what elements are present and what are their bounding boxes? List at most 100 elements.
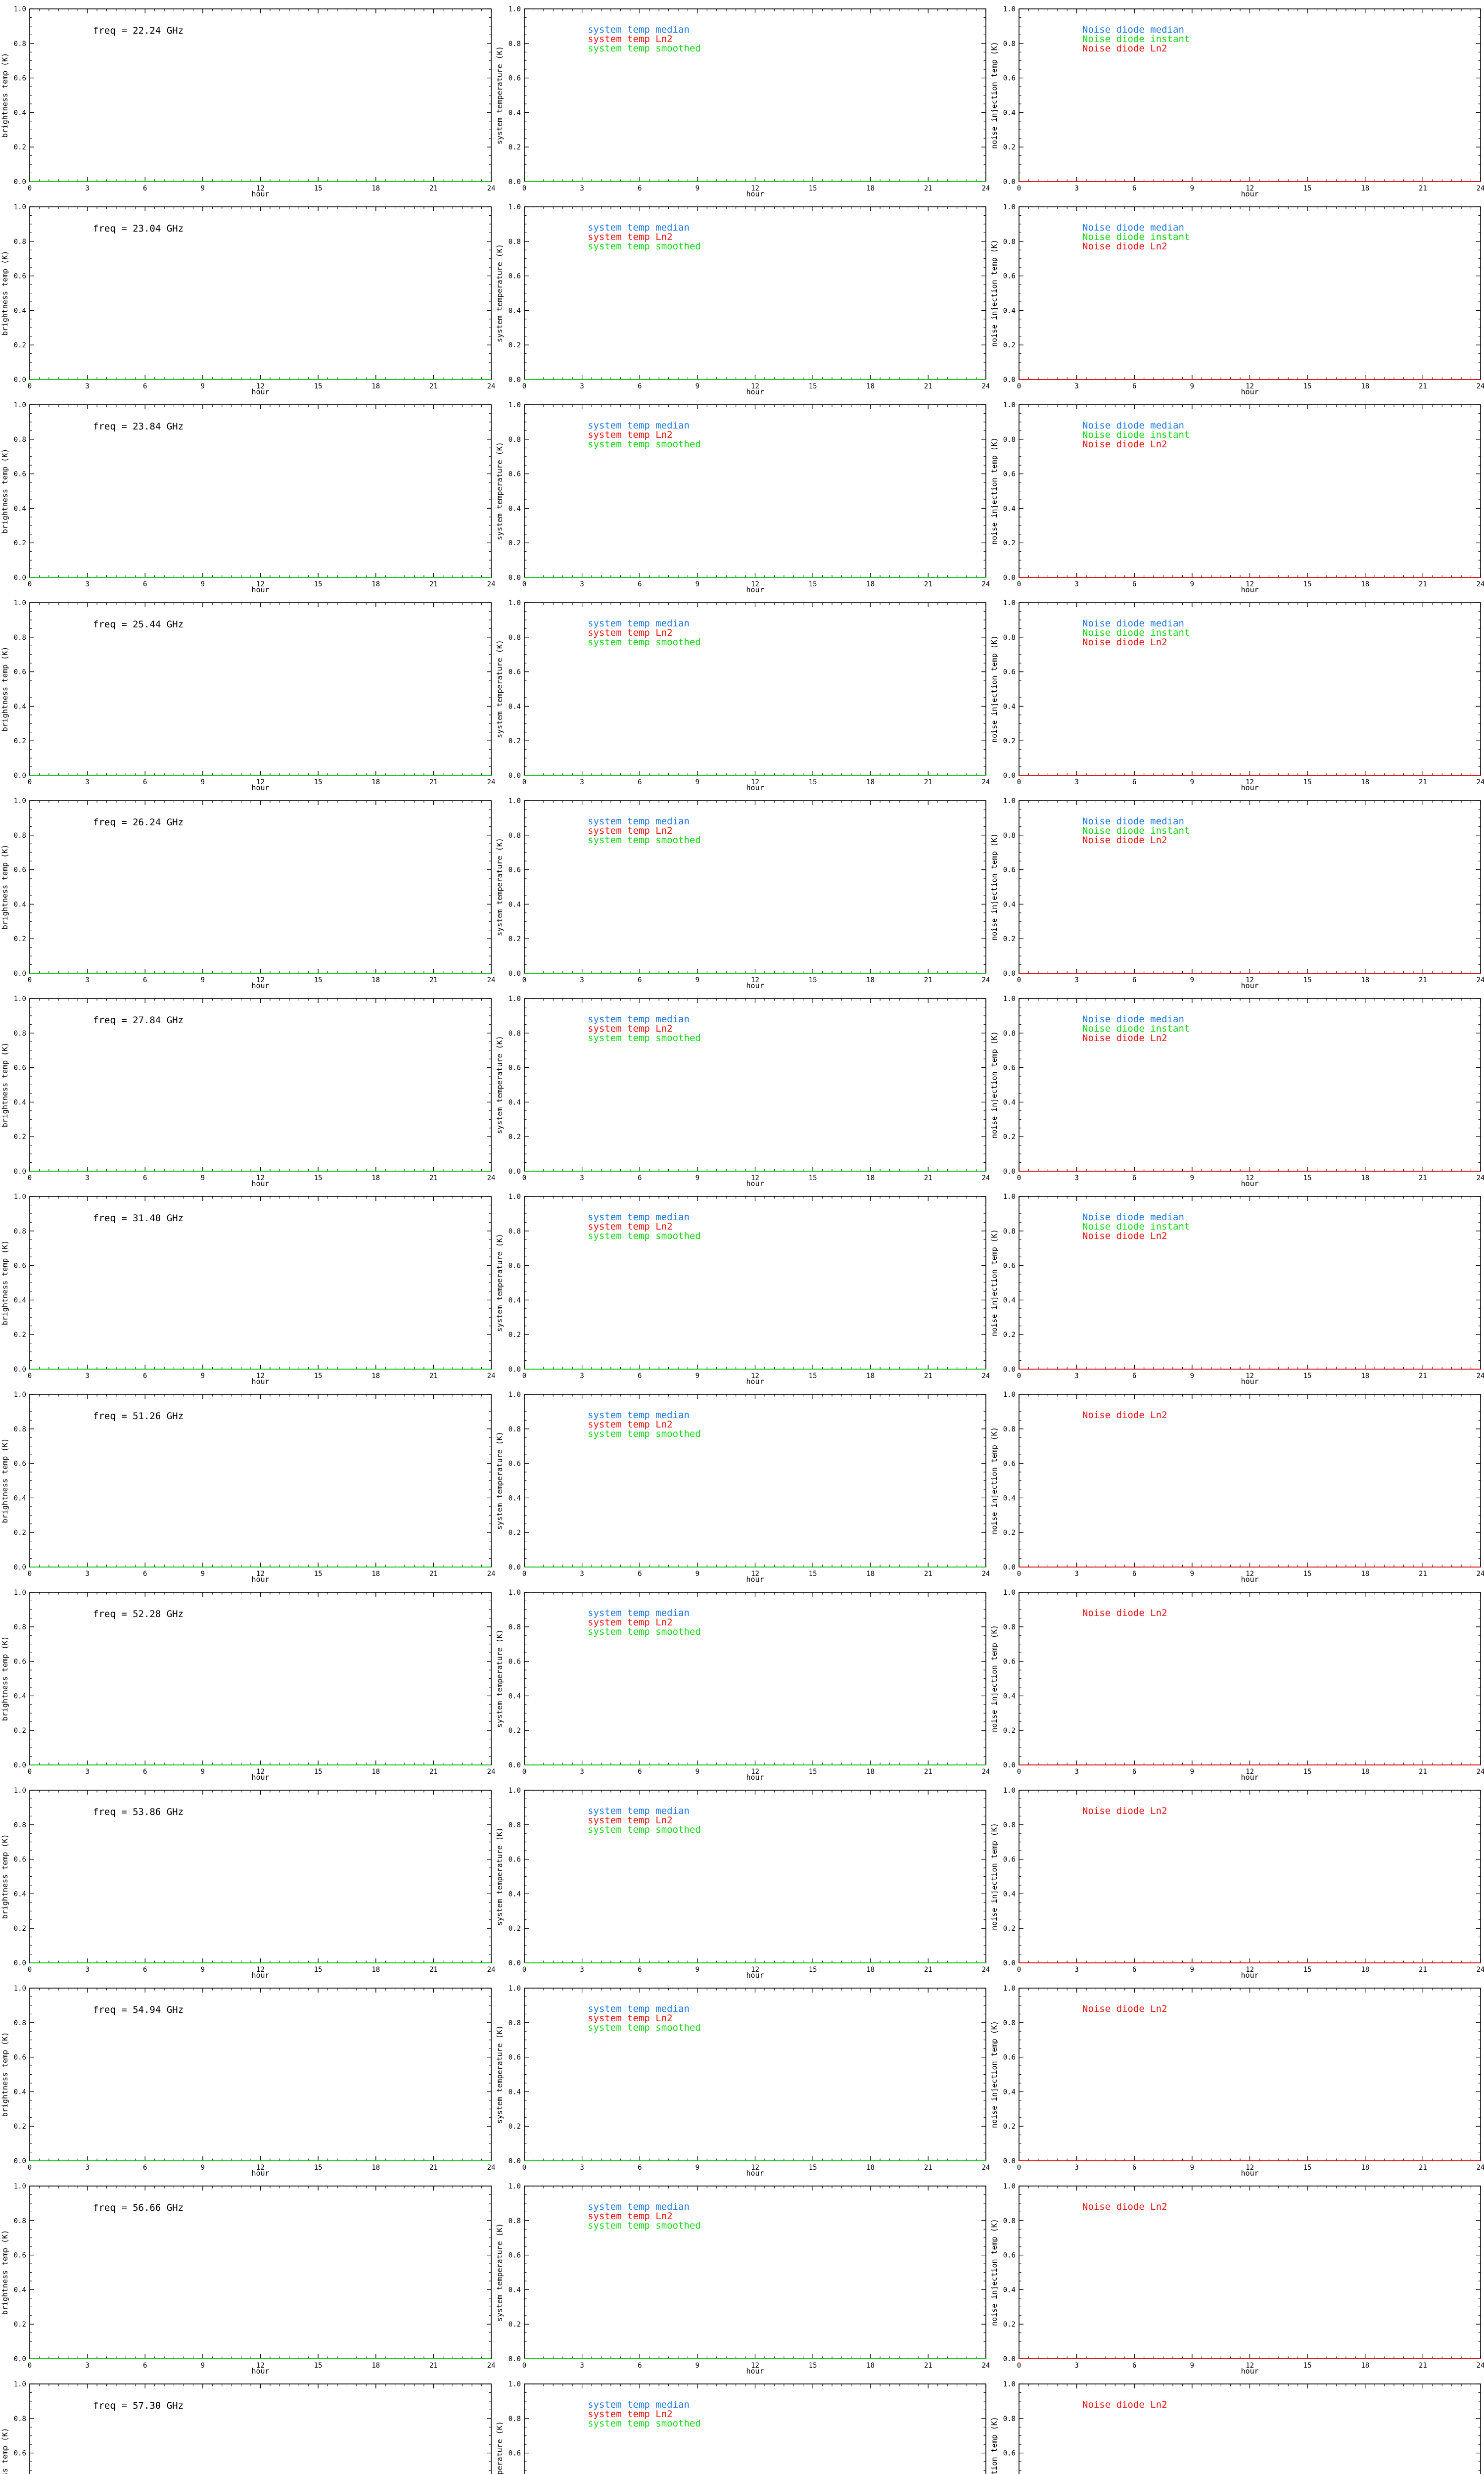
y-tick-label: 0.0 (509, 772, 521, 780)
y-tick-label: 1.0 (509, 1589, 521, 1597)
x-tick-label: 12 (256, 1372, 265, 1380)
x-tick-label: 6 (143, 382, 147, 390)
x-tick-label: 21 (429, 2164, 438, 2172)
y-axis-label: brightness temp (K) (0, 53, 9, 138)
x-tick-label: 12 (256, 1768, 265, 1776)
x-tick-label: 12 (1246, 1372, 1254, 1380)
y-tick-label: 0.8 (509, 1030, 521, 1038)
legend-entry: Noise diode Ln2 (1082, 2003, 1167, 2014)
legend-entry: system temp median (588, 1806, 690, 1816)
x-tick-label: 3 (1074, 1570, 1078, 1578)
x-tick-label: 24 (487, 580, 495, 588)
x-tick-label: 24 (487, 1372, 495, 1380)
y-tick-label: 0.6 (1003, 1658, 1016, 1666)
x-tick-label: 3 (1074, 976, 1078, 984)
y-tick-label: 0.6 (509, 2252, 521, 2260)
panel-row8-col1: 0 3 6 9 12 15 18 21 24 0.0 0.2 0.4 0.6 0.8 1.0 hour brig… (0, 1385, 495, 1583)
y-tick-label: 0.6 (1003, 273, 1016, 281)
x-tick-label: 0 (28, 1768, 32, 1776)
panel-row4-col2: 0 3 6 9 12 15 18 21 24 0.0 0.2 0.4 0.6 0.8 1.0 hour syst… (495, 594, 989, 792)
x-tick-label: 12 (751, 185, 759, 192)
x-tick-label: 15 (809, 580, 817, 588)
y-tick-label: 0.2 (1003, 539, 1016, 547)
x-axis-label: hour (251, 190, 269, 198)
plot-svg: 036912151821240.00.20.40.60.81.0hourbrig… (0, 2380, 492, 2474)
x-axis-label: hour (1241, 190, 1258, 198)
x-tick-label: 12 (751, 976, 759, 984)
x-tick-label: 9 (201, 185, 205, 192)
y-tick-label: 1.0 (1003, 1391, 1016, 1399)
x-axis-label: hour (746, 1773, 764, 1781)
x-tick-label: 12 (1246, 976, 1254, 984)
x-tick-label: 24 (982, 1768, 989, 1776)
x-tick-label: 3 (1074, 1174, 1078, 1182)
y-tick-label: 1.0 (1003, 401, 1016, 409)
y-axis-label: brightness temp (K) (0, 1240, 9, 1326)
x-tick-label: 21 (1419, 1966, 1427, 1974)
x-tick-label: 9 (696, 1768, 699, 1776)
x-tick-label: 15 (809, 1372, 817, 1380)
legend-entry: system temp smoothed (588, 1231, 701, 1241)
y-tick-label: 0.0 (14, 1564, 26, 1571)
x-tick-label: 6 (143, 2164, 147, 2172)
x-tick-label: 24 (982, 1174, 989, 1182)
panel-row10-col3: 0 3 6 9 12 15 18 21 24 0.0 0.2 0.4 0.6 0.8 1.0 hour nois… (989, 1781, 1484, 1979)
y-tick-label: 1.0 (14, 1589, 26, 1597)
x-tick-label: 6 (143, 1966, 147, 1974)
plot-svg: 036912151821240.00.20.40.60.81.0hournois… (990, 2380, 1481, 2474)
y-tick-label: 0.6 (1003, 668, 1016, 676)
x-tick-label: 0 (522, 1966, 526, 1974)
x-tick-label: 6 (1132, 1966, 1136, 1974)
x-tick-label: 15 (809, 1570, 817, 1578)
x-axis-label: hour (251, 1179, 269, 1188)
y-axis-label: noise injection temp (K) (990, 635, 999, 743)
x-tick-label: 0 (1017, 1372, 1021, 1380)
x-tick-label: 3 (85, 778, 89, 786)
x-tick-label: 6 (638, 1966, 642, 1974)
legend-entry: Noise diode Ln2 (1082, 835, 1167, 846)
x-tick-label: 3 (1074, 382, 1078, 390)
panel-row6-col3: 0 3 6 9 12 15 18 21 24 0.0 0.2 0.4 0.6 0.8 1.0 hour nois… (989, 990, 1484, 1188)
x-axis-label: hour (251, 1575, 269, 1583)
y-tick-label: 0.6 (509, 1064, 521, 1072)
x-tick-label: 6 (143, 976, 147, 984)
x-tick-label: 15 (1303, 2362, 1312, 2370)
x-tick-label: 24 (982, 382, 989, 390)
y-axis-label: brightness temp (K) (0, 2230, 9, 2315)
x-tick-label: 0 (28, 1966, 32, 1974)
y-tick-label: 0.4 (1003, 901, 1016, 908)
y-tick-label: 0.6 (14, 866, 26, 874)
y-tick-label: 0.6 (1003, 1856, 1016, 1864)
x-axis-label: hour (1241, 1179, 1258, 1188)
x-tick-label: 15 (314, 580, 323, 588)
y-axis-label: noise injection temp (K) (990, 1427, 999, 1534)
y-tick-label: 0.4 (509, 109, 521, 117)
freq-label: freq = 23.84 GHz (93, 421, 184, 432)
y-tick-label: 0.0 (1003, 376, 1016, 384)
y-axis-label: system temperature (K) (495, 2223, 504, 2322)
legend-entry: Noise diode Ln2 (1082, 241, 1167, 252)
x-tick-label: 21 (924, 2164, 932, 2172)
y-axis-label: system temperature (K) (495, 1629, 504, 1728)
plot-svg: 0 3 6 9 12 15 18 21 24 0.0 0.2 0.4 0.6 0.8 1.0 hour syst… (495, 1193, 989, 1385)
x-tick-label: 9 (201, 976, 205, 984)
legend-entry: Noise diode median (1082, 1212, 1184, 1223)
x-tick-label: 18 (1361, 580, 1369, 588)
y-axis-label: brightness temp (K) (0, 449, 9, 534)
y-tick-label: 0.0 (509, 574, 521, 582)
x-tick-label: 0 (522, 382, 526, 390)
y-tick-label: 0.2 (14, 2321, 26, 2329)
y-tick-label: 0.6 (509, 1262, 521, 1270)
x-tick-label: 24 (1477, 382, 1484, 390)
x-tick-label: 24 (1477, 1966, 1484, 1974)
x-tick-label: 24 (982, 778, 989, 786)
x-tick-label: 12 (1246, 1966, 1254, 1974)
legend-entry: system temp median (588, 1014, 690, 1025)
y-tick-label: 0.8 (509, 1821, 521, 1829)
x-tick-label: 0 (1017, 1570, 1021, 1578)
